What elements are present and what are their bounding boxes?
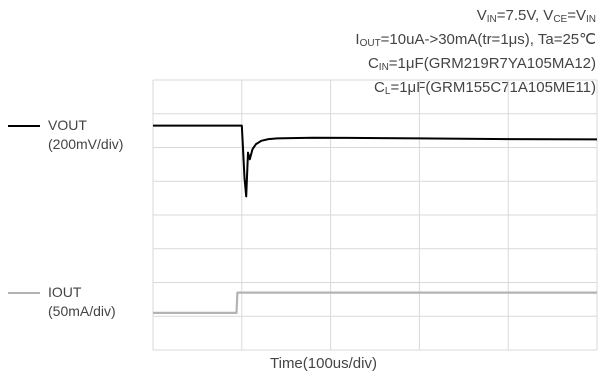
legend-iout-name: IOUT: [48, 284, 82, 300]
legend-vout-name: VOUT: [48, 117, 87, 133]
legend-iout-swatch: [8, 292, 40, 294]
legend-vout: VOUT (200mV/div): [0, 116, 150, 156]
legend-iout: IOUT (50mA/div): [0, 283, 150, 323]
legend-vout-swatch: [8, 125, 40, 127]
legend-iout-scale: (50mA/div): [48, 303, 116, 319]
condition-line-2: IOUT=10uA->30mA(tr=1μs), Ta=25℃: [355, 31, 596, 49]
series-iout-line: [153, 291, 597, 314]
condition-line-4: CL=1μF(GRM155C71A105ME11): [374, 79, 596, 97]
x-axis-label: Time(100us/div): [270, 355, 377, 372]
condition-line-1: VIN=7.5V, VCE=VIN: [476, 7, 596, 25]
series-vout-line: [153, 124, 598, 198]
legend-vout-scale: (200mV/div): [48, 136, 124, 152]
condition-line-3: CIN=1μF(GRM219R7YA105MA12): [367, 55, 596, 73]
test-conditions: VIN=7.5V, VCE=VIN IOUT=10uA->30mA(tr=1μs…: [355, 6, 596, 102]
